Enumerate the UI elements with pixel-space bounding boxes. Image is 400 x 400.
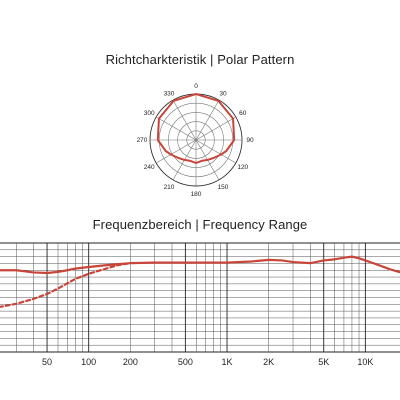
polar-angle-label: 0 [194,83,198,90]
freq-tick-label: 2K [263,357,274,367]
polar-angle-label: 90 [246,137,254,144]
freq-tick-label: 10K [357,357,373,367]
polar-angle-label: 150 [218,184,229,191]
polar-spoke [172,100,197,141]
polar-angle-label: 330 [164,90,175,97]
polar-pattern-curve [156,93,236,164]
freq-tick-label: 200 [123,357,138,367]
freq-tick-label: 1K [222,357,233,367]
polar-spoke [156,116,197,141]
frequency-range-title: Frequenzbereich | Frequency Range [92,217,308,232]
freq-tick-label: 5K [318,357,329,367]
frequency-curve-main [0,255,400,275]
freq-tick-label: 50 [42,357,52,367]
polar-angle-label: 300 [144,110,155,117]
freq-tick-label: 100 [81,357,96,367]
polar-angle-label: 30 [219,90,227,97]
polar-spoke [195,139,236,164]
polar-angle-label: 270 [137,137,148,144]
polar-angle-label: 60 [239,110,247,117]
frequency-curve-rolloff [0,262,132,308]
polar-angle-label: 210 [164,184,175,191]
polar-angle-label: 240 [144,164,155,171]
freq-tick-label: 500 [178,357,193,367]
polar-spoke [156,139,197,164]
polar-spoke [195,100,220,141]
polar-angle-label: 180 [191,191,202,198]
polar-angle-label: 120 [237,164,248,171]
polar-pattern-title: Richtcharkteristik | Polar Pattern [105,52,295,67]
polar-spoke [195,116,236,141]
